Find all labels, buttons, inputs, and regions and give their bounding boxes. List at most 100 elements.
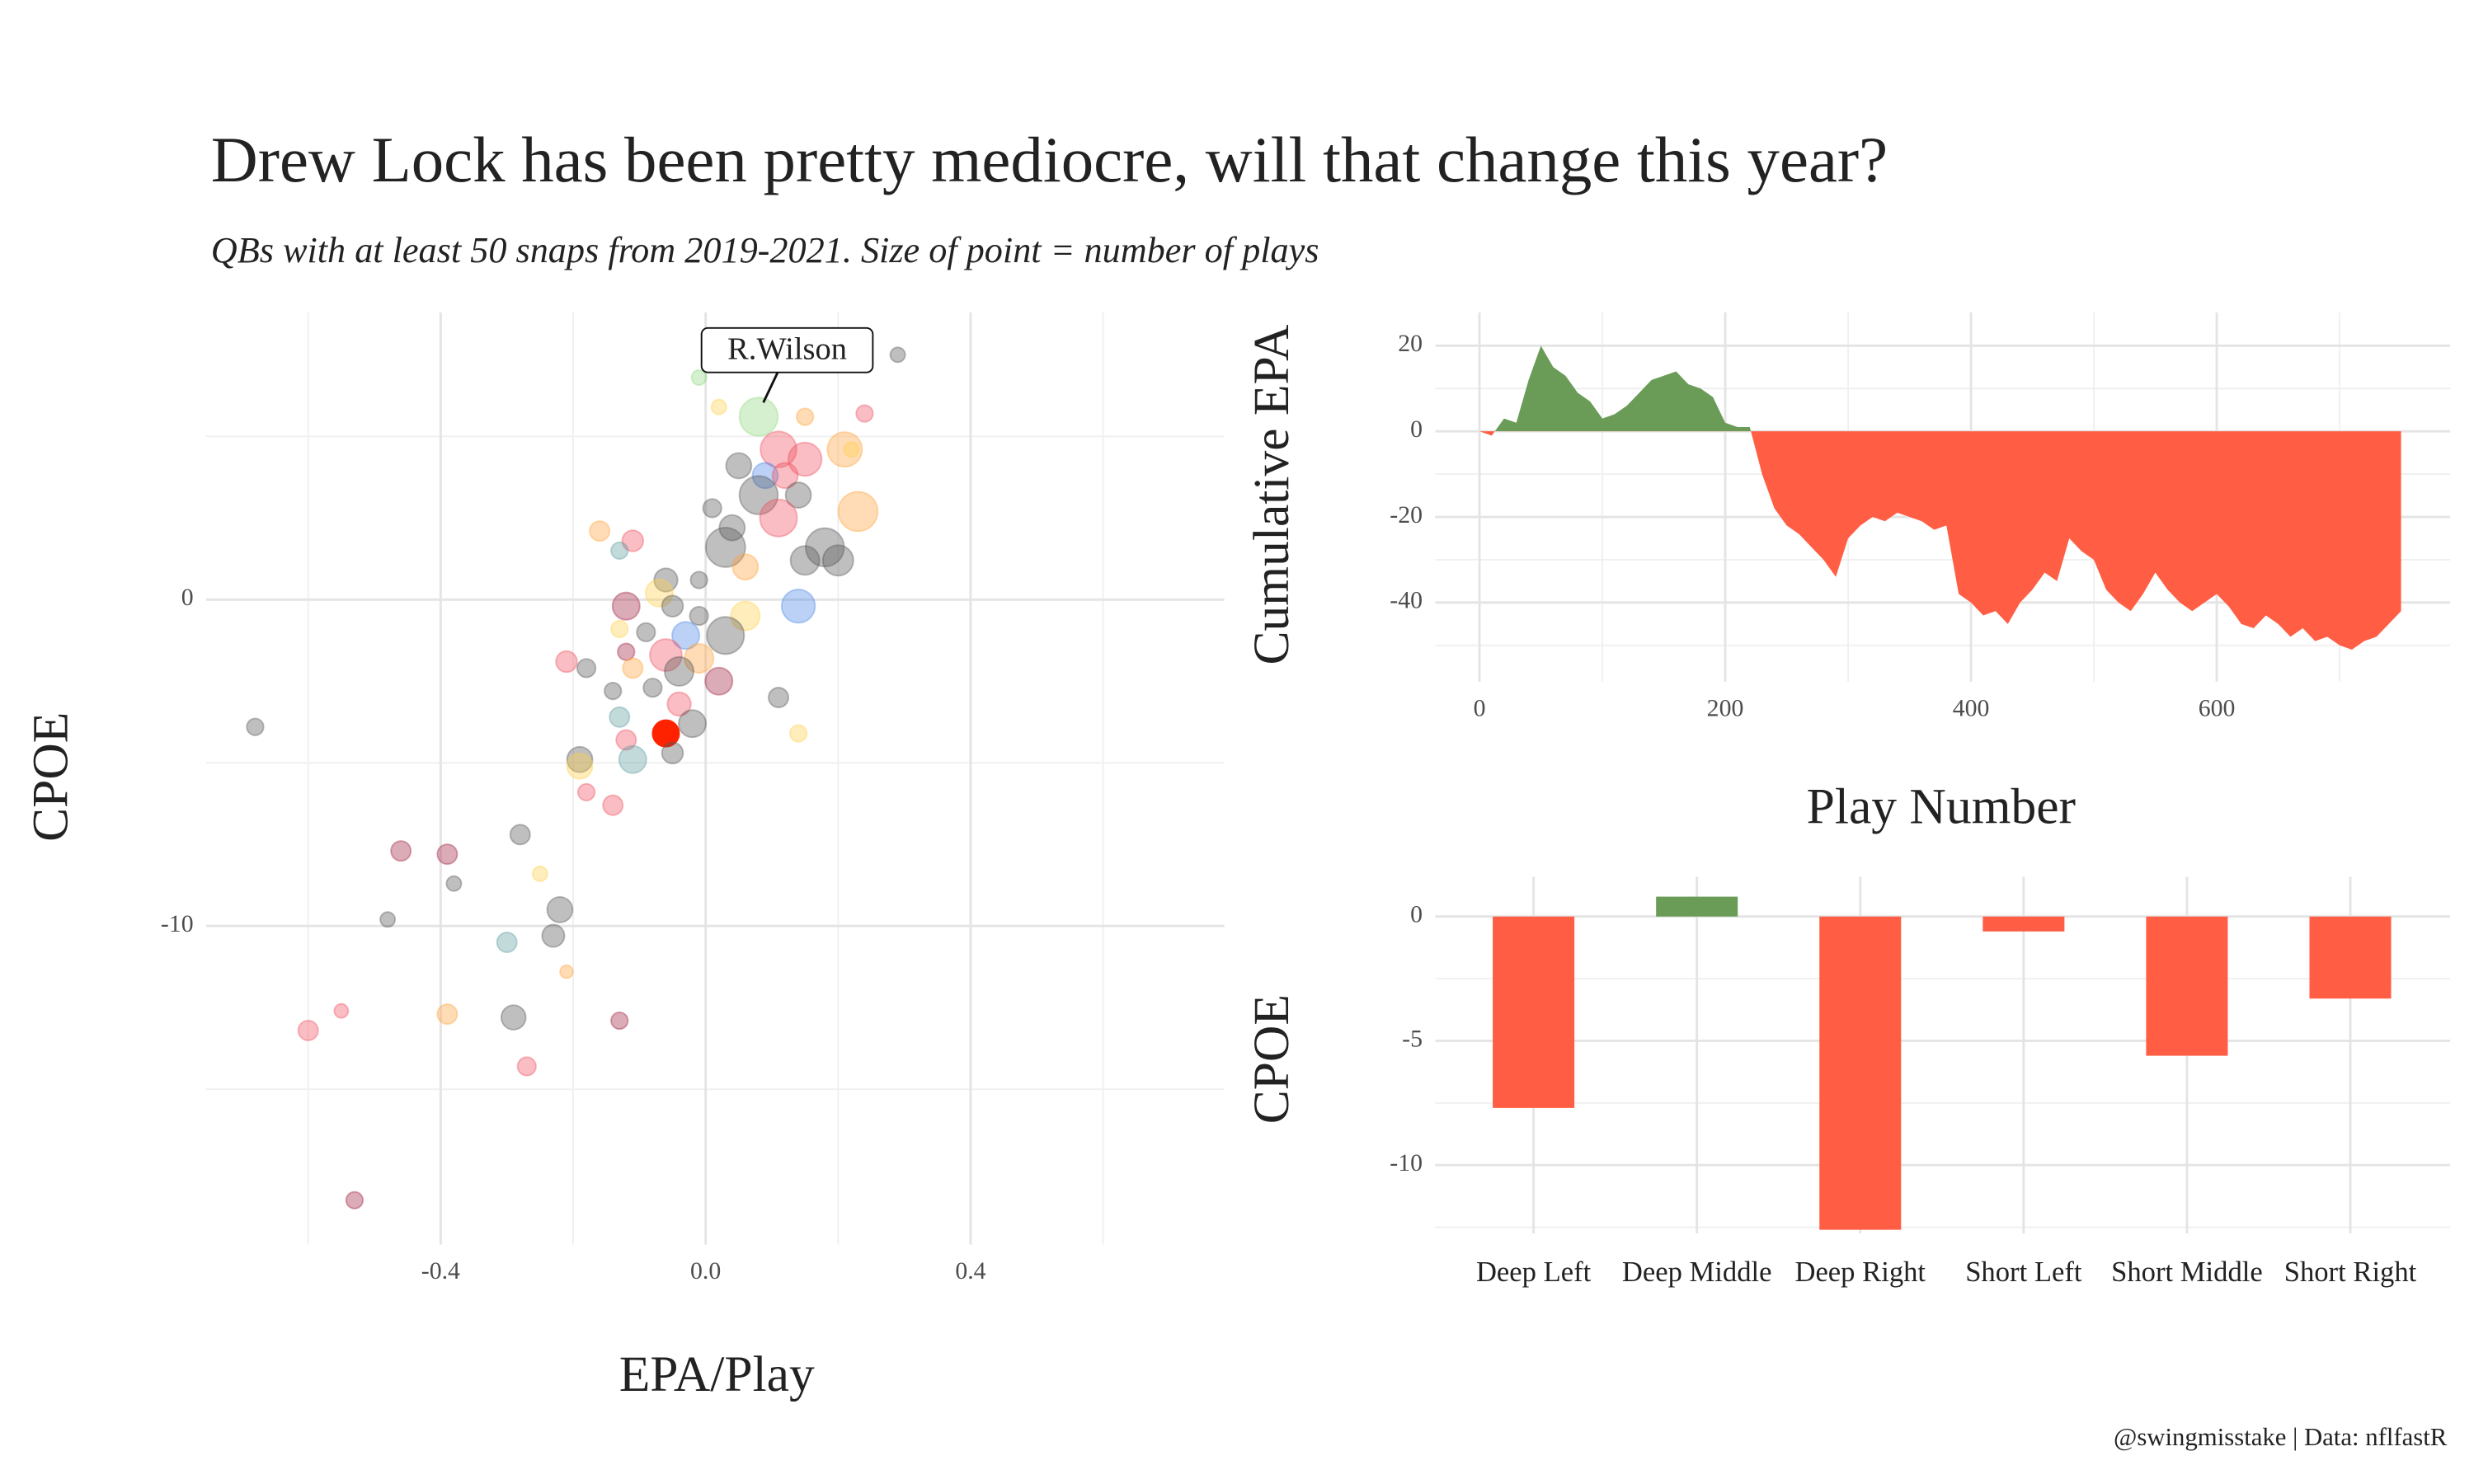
data-point bbox=[618, 744, 647, 774]
data-point bbox=[566, 745, 594, 773]
x-axis-title: Play Number bbox=[1807, 779, 2076, 835]
x-tick-label: 400 bbox=[1953, 694, 1990, 721]
data-point bbox=[541, 923, 566, 948]
y-tick-label: -40 bbox=[1390, 587, 1423, 614]
data-point bbox=[855, 404, 874, 423]
data-point bbox=[617, 642, 636, 661]
area bbox=[1479, 345, 2401, 650]
data-point bbox=[789, 545, 821, 576]
x-tick-label: 0.4 bbox=[955, 1257, 985, 1284]
data-point bbox=[661, 594, 684, 618]
data-point bbox=[500, 1004, 527, 1031]
data-point bbox=[784, 481, 812, 509]
data-point bbox=[671, 621, 701, 650]
x-tick-label: -0.4 bbox=[421, 1257, 460, 1284]
data-point bbox=[390, 840, 412, 862]
data-point bbox=[889, 346, 906, 364]
x-tick-label: Deep Right bbox=[1794, 1256, 1926, 1288]
data-point bbox=[610, 541, 629, 561]
data-point bbox=[297, 1019, 319, 1041]
data-point bbox=[684, 642, 715, 674]
data-point bbox=[690, 369, 708, 387]
data-point bbox=[718, 514, 746, 542]
data-point bbox=[837, 491, 879, 533]
data-point bbox=[496, 931, 518, 954]
data-point bbox=[725, 452, 753, 480]
annotation-leader bbox=[762, 372, 779, 403]
y-tick-label: -5 bbox=[1402, 1025, 1423, 1052]
data-point bbox=[604, 681, 623, 701]
data-point bbox=[704, 526, 746, 568]
bar bbox=[1819, 916, 1902, 1230]
bar bbox=[2146, 916, 2228, 1056]
data-point bbox=[642, 678, 663, 698]
data-point bbox=[589, 520, 611, 542]
data-point bbox=[731, 553, 760, 581]
data-point bbox=[738, 475, 779, 515]
annotation-label: R.Wilson bbox=[727, 332, 847, 367]
data-point bbox=[609, 706, 631, 728]
y-tick-label: -20 bbox=[1390, 501, 1423, 528]
data-point bbox=[826, 431, 863, 468]
data-point bbox=[246, 717, 265, 736]
data-point bbox=[445, 875, 463, 892]
y-tick-label: 0 bbox=[1410, 901, 1423, 928]
data-point bbox=[602, 794, 624, 816]
x-tick-label: 600 bbox=[2199, 694, 2236, 721]
data-point bbox=[436, 1003, 459, 1026]
x-tick-label: 200 bbox=[1707, 694, 1744, 721]
data-point bbox=[653, 567, 679, 593]
data-point bbox=[436, 843, 459, 866]
data-point bbox=[333, 1003, 350, 1019]
data-point bbox=[345, 1190, 365, 1209]
annotation-box bbox=[700, 326, 874, 373]
data-point bbox=[611, 591, 641, 621]
data-point bbox=[689, 571, 708, 589]
data-point bbox=[702, 498, 722, 519]
data-point bbox=[795, 407, 815, 426]
y-tick-label: 0 bbox=[181, 584, 194, 611]
x-axis-title: EPA/Play bbox=[619, 1346, 815, 1402]
data-point bbox=[821, 544, 854, 577]
data-point bbox=[760, 430, 797, 468]
data-point bbox=[706, 616, 745, 655]
data-point bbox=[576, 782, 596, 802]
x-tick-label: Deep Middle bbox=[1622, 1256, 1772, 1288]
data-point bbox=[759, 498, 798, 538]
data-point bbox=[663, 655, 695, 687]
data-point bbox=[546, 895, 574, 923]
y-tick-label: 0 bbox=[1410, 416, 1423, 443]
x-tick-label: Short Left bbox=[1965, 1256, 2082, 1288]
y-tick-label: -10 bbox=[161, 910, 194, 937]
data-point bbox=[730, 600, 761, 632]
data-point bbox=[509, 824, 531, 846]
data-point bbox=[531, 865, 548, 882]
data-point bbox=[666, 691, 692, 717]
title: Drew Lock has been pretty mediocre, will… bbox=[211, 124, 1888, 196]
data-point bbox=[710, 398, 727, 416]
bar bbox=[2309, 916, 2392, 999]
y-tick-label: 20 bbox=[1398, 330, 1423, 357]
data-point bbox=[805, 527, 845, 568]
data-point bbox=[516, 1056, 537, 1077]
data-point bbox=[704, 666, 734, 696]
data-point bbox=[689, 605, 709, 627]
data-point bbox=[555, 650, 578, 674]
x-tick-label: Deep Left bbox=[1476, 1256, 1592, 1288]
x-tick-label: 0 bbox=[1474, 694, 1486, 721]
y-axis-title: Cumulative EPA bbox=[1244, 325, 1300, 665]
data-point bbox=[649, 638, 683, 672]
data-point bbox=[615, 729, 637, 751]
data-point bbox=[661, 741, 684, 765]
bar bbox=[1656, 896, 1738, 917]
data-point bbox=[788, 724, 808, 743]
x-tick-label: Short Middle bbox=[2111, 1256, 2263, 1288]
data-point bbox=[787, 441, 823, 477]
data-point bbox=[610, 619, 629, 639]
data-point bbox=[622, 657, 644, 679]
x-tick-label: Short Right bbox=[2284, 1256, 2417, 1288]
data-point bbox=[738, 397, 779, 437]
bar bbox=[1982, 916, 2065, 932]
data-point bbox=[843, 441, 860, 458]
